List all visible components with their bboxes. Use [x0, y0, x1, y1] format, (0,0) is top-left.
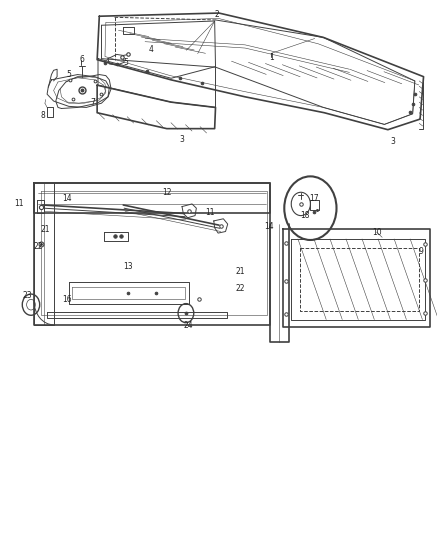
Text: 23: 23: [23, 291, 32, 300]
Text: 6: 6: [79, 55, 85, 64]
Text: 13: 13: [123, 262, 132, 271]
Text: 10: 10: [372, 228, 381, 237]
Text: 18: 18: [300, 211, 310, 220]
Text: 21: 21: [40, 225, 49, 234]
Text: 14: 14: [62, 194, 71, 203]
Text: 12: 12: [162, 188, 172, 197]
Text: 7: 7: [90, 98, 95, 107]
Text: 5: 5: [67, 70, 71, 79]
Text: 21: 21: [235, 268, 245, 276]
Text: 14: 14: [264, 222, 274, 231]
Text: 9: 9: [419, 247, 424, 256]
Text: 1: 1: [269, 53, 274, 62]
Text: 17: 17: [309, 194, 319, 203]
Text: 24: 24: [184, 321, 193, 330]
Text: 22: 22: [235, 284, 245, 293]
Text: 8: 8: [40, 111, 45, 120]
Text: 16: 16: [62, 295, 71, 304]
Text: 2: 2: [215, 10, 219, 19]
Text: 11: 11: [205, 208, 215, 217]
Text: 3: 3: [180, 135, 184, 144]
Text: 11: 11: [14, 199, 24, 208]
Text: 3: 3: [391, 138, 396, 147]
Text: 5: 5: [123, 58, 128, 67]
Text: 4: 4: [149, 45, 154, 54]
Text: 22: 22: [34, 242, 43, 251]
